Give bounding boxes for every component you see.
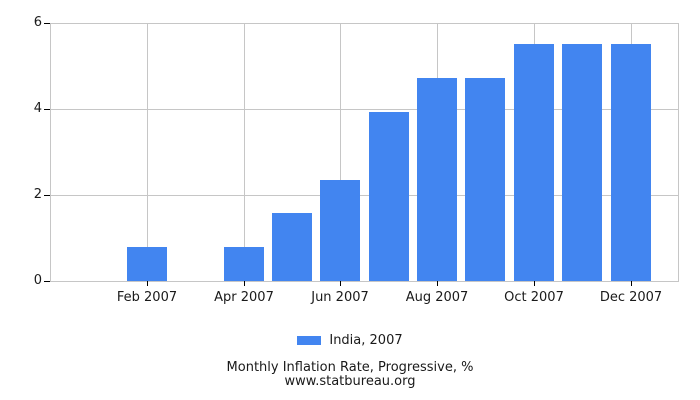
x-tick-mark <box>437 281 438 286</box>
y-tick-mark <box>44 281 50 282</box>
chart-title: Monthly Inflation Rate, Progressive, % <box>226 360 474 375</box>
v-gridline <box>147 23 148 281</box>
x-tick-label: Apr 2007 <box>214 290 274 305</box>
y-tick-label: 6 <box>33 15 42 30</box>
y-tick-mark <box>44 23 50 24</box>
x-tick-mark <box>147 281 148 286</box>
v-gridline <box>244 23 245 281</box>
bar-oct-2007 <box>514 44 554 281</box>
bar-may-2007 <box>272 213 312 281</box>
y-axis-line <box>50 23 51 281</box>
bar-sep-2007 <box>465 78 505 281</box>
x-tick-label: Jun 2007 <box>311 290 369 305</box>
bar-feb-2007 <box>127 247 167 281</box>
x-tick-mark <box>244 281 245 286</box>
bar-nov-2007 <box>562 44 602 281</box>
h-gridline <box>50 109 679 110</box>
chart-caption: Monthly Inflation Rate, Progressive, % w… <box>0 361 700 389</box>
y-tick-label: 0 <box>33 273 42 288</box>
x-tick-label: Aug 2007 <box>405 290 469 305</box>
plot-area <box>50 23 679 282</box>
x-tick-mark <box>534 281 535 286</box>
bar-aug-2007 <box>417 78 457 281</box>
y-tick-mark <box>44 195 50 196</box>
v-gridline <box>340 23 341 281</box>
x-tick-label: Feb 2007 <box>116 290 178 305</box>
chart-source: www.statbureau.org <box>284 374 416 389</box>
x-tick-label: Oct 2007 <box>504 290 564 305</box>
h-gridline <box>50 23 679 24</box>
legend-label: India, 2007 <box>329 332 403 348</box>
plot-right-border <box>678 23 679 281</box>
bar-jun-2007 <box>320 180 360 281</box>
y-tick-label: 4 <box>33 101 42 116</box>
bar-dec-2007 <box>611 44 651 281</box>
h-gridline <box>50 281 679 282</box>
x-tick-mark <box>631 281 632 286</box>
y-tick-label: 2 <box>33 187 42 202</box>
x-tick-label: Dec 2007 <box>599 290 663 305</box>
y-tick-mark <box>44 109 50 110</box>
h-gridline <box>50 195 679 196</box>
x-tick-mark <box>340 281 341 286</box>
bar-apr-2007 <box>224 247 264 281</box>
legend: India, 2007 <box>0 332 700 348</box>
bar-jul-2007 <box>369 112 409 281</box>
legend-swatch-icon <box>297 335 322 345</box>
